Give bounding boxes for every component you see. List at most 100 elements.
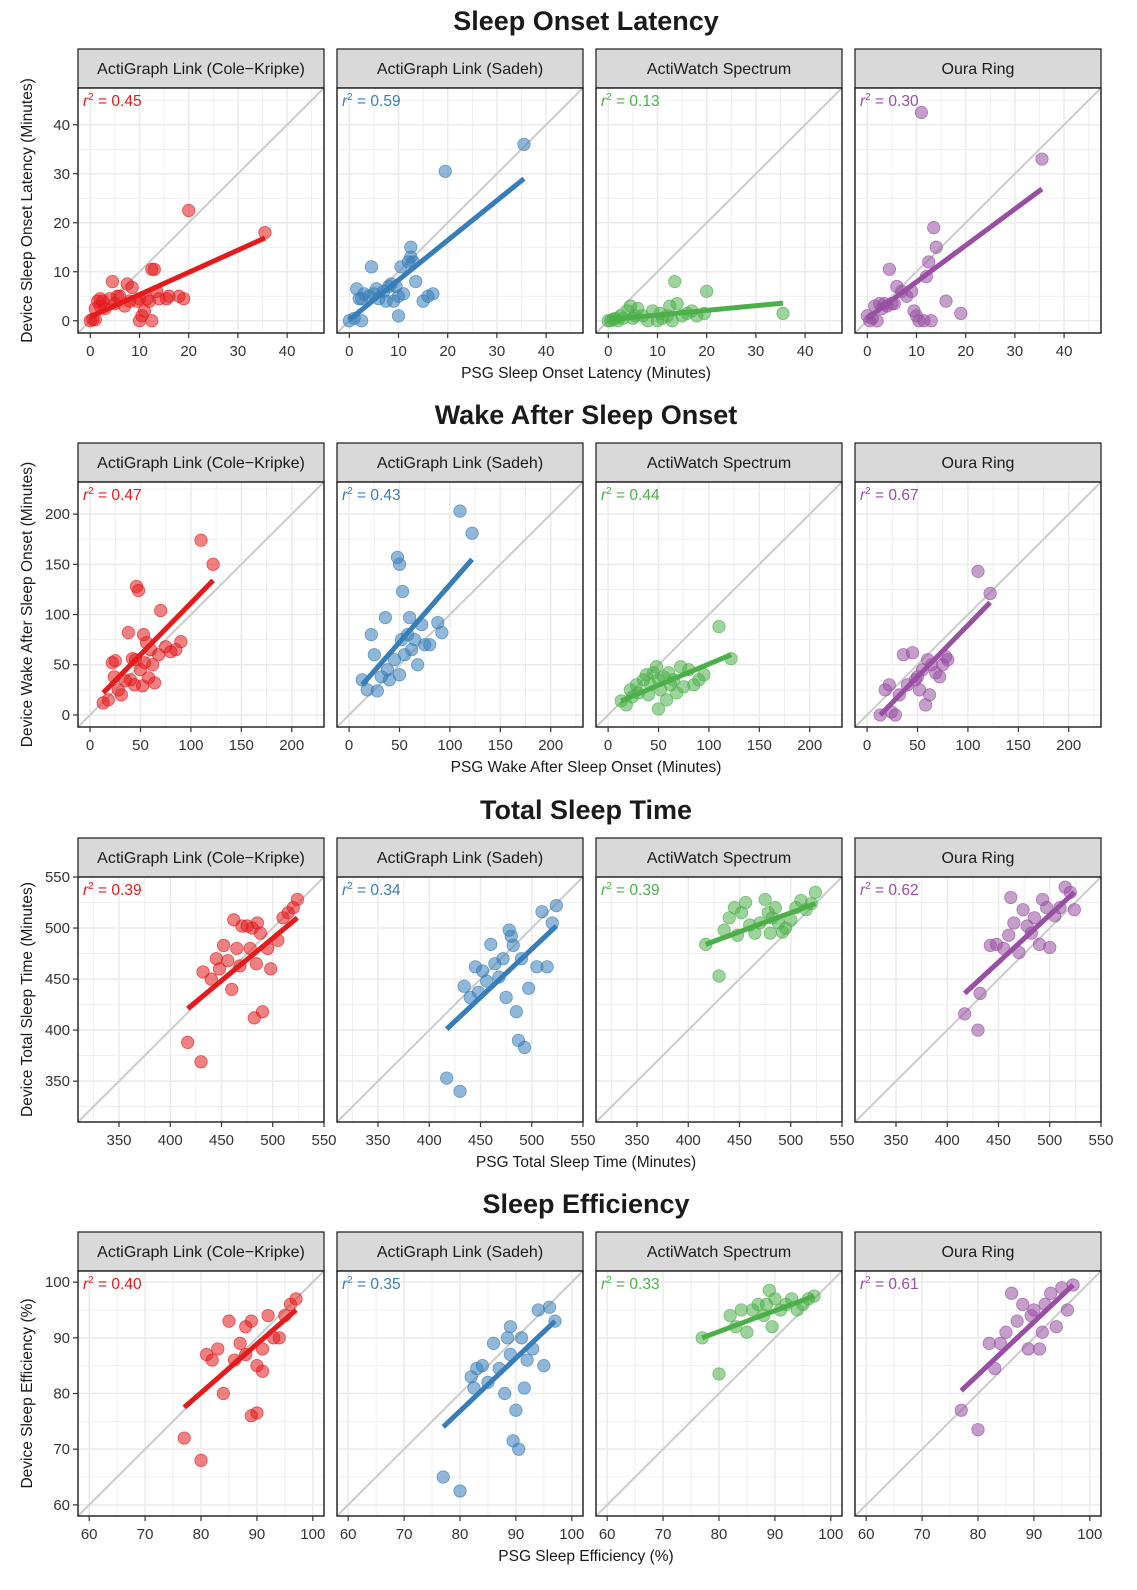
r-squared-label: r2 = 0.45	[83, 92, 142, 110]
x-axis-ticks: 0 10 20 30 40	[604, 333, 813, 360]
x-tick-label: 80	[711, 1526, 728, 1543]
data-point	[181, 1035, 195, 1049]
y-tick-label: 0	[62, 313, 70, 330]
x-axis-ticks: 0 10 20 30 40	[345, 333, 554, 360]
data-point	[1016, 903, 1030, 917]
data-point	[146, 658, 160, 672]
panel-border	[77, 87, 325, 334]
x-tick-label: 400	[158, 1132, 183, 1149]
x-tick-label: 150	[1006, 737, 1031, 754]
data-point	[174, 635, 188, 649]
panel-strip	[854, 1231, 1102, 1272]
x-tick-label: 550	[570, 1132, 595, 1149]
data-point	[954, 306, 968, 320]
data-point	[453, 1484, 467, 1498]
panel-strip-label: ActiGraph Link (Cole−Kripke)	[97, 61, 305, 78]
panel-strip-label: ActiWatch Spectrum	[647, 455, 791, 472]
data-point	[253, 926, 268, 940]
panel-actiwatch-spectrum: ActiWatch Spectrum r2 = 0.44 0 50 100 150 200	[595, 442, 843, 754]
x-tick-label: 40	[797, 343, 814, 360]
x-axis-ticks: 0 10 20 30 40	[86, 333, 295, 360]
x-axis-ticks: 60 70 80 90 100	[81, 1516, 325, 1543]
panel-actigraph-link-cole-kripke: ActiGraph Link (Cole−Kripke) r2 = 0.47 0 50…	[45, 442, 325, 754]
data-point	[212, 962, 227, 976]
data-point	[250, 1406, 264, 1420]
x-tick-label: 350	[883, 1132, 908, 1149]
data-point	[204, 972, 218, 986]
x-tick-label: 60	[81, 1526, 98, 1543]
data-point	[758, 892, 772, 907]
x-tick-label: 550	[829, 1132, 854, 1149]
grid-lines	[596, 1271, 842, 1516]
x-tick-label: 90	[508, 1526, 525, 1543]
data-point	[712, 1367, 726, 1381]
panel-border	[854, 87, 1102, 334]
panel-strip-label: Oura Ring	[942, 850, 1015, 867]
y-tick-label: 80	[53, 1386, 70, 1403]
x-axis-ticks: 0 50 100 150 200	[86, 727, 304, 754]
x-tick-label: 60	[599, 1526, 616, 1543]
panel-border	[854, 481, 1102, 728]
data-point	[426, 287, 440, 301]
panel-actigraph-link-sadeh: ActiGraph Link (Sadeh) r2 = 0.34 350 400 450…	[336, 837, 596, 1149]
y-tick-label: 150	[45, 556, 70, 573]
data-point	[1044, 1286, 1058, 1300]
panel-strip-label: ActiWatch Spectrum	[647, 61, 791, 78]
data-point	[506, 938, 520, 952]
panel-border	[77, 481, 325, 728]
data-point	[121, 626, 136, 640]
data-point	[1049, 1320, 1063, 1334]
data-point	[499, 990, 513, 1005]
data-point	[402, 610, 417, 625]
data-point	[1010, 1314, 1024, 1328]
data-point	[364, 628, 378, 642]
data-point	[435, 626, 449, 640]
x-tick-label: 60	[858, 1526, 875, 1543]
data-point	[971, 564, 985, 578]
x-tick-label: 500	[778, 1132, 803, 1149]
data-point	[453, 504, 467, 518]
x-tick-label: 80	[970, 1526, 987, 1543]
x-tick-label: 550	[311, 1132, 336, 1149]
panel-strip-label: ActiGraph Link (Cole−Kripke)	[97, 1244, 305, 1261]
panel-actigraph-link-sadeh: ActiGraph Link (Sadeh) r2 = 0.43 0 50 100 150…	[336, 442, 584, 754]
data-point	[649, 660, 664, 674]
data-point	[514, 1331, 529, 1345]
data-point	[531, 1303, 545, 1317]
x-tick-label: 50	[391, 737, 408, 754]
data-point	[537, 1359, 551, 1373]
y-tick-label: 550	[45, 869, 70, 886]
data-point	[114, 688, 128, 702]
x-tick-label: 90	[249, 1526, 266, 1543]
data-point	[367, 648, 381, 662]
r-squared-label: r2 = 0.61	[860, 1275, 919, 1293]
panel-strip	[854, 442, 1102, 483]
x-tick-label: 70	[396, 1526, 413, 1543]
y-tick-label: 40	[53, 117, 70, 134]
data-point	[971, 1423, 985, 1437]
data-point	[670, 296, 684, 311]
x-tick-label: 350	[624, 1132, 649, 1149]
data-point	[982, 1336, 996, 1350]
regression-line	[962, 890, 1077, 996]
data-point	[700, 284, 714, 298]
regression-line	[444, 924, 559, 1031]
data-point	[409, 274, 423, 289]
x-tick-label: 450	[986, 1132, 1011, 1149]
regression-line	[865, 186, 1044, 321]
x-axis-ticks: 0 50 100 150 200	[863, 727, 1081, 754]
data-point	[517, 1040, 532, 1055]
data-points	[958, 880, 1081, 1037]
r-squared-label: r2 = 0.44	[601, 486, 660, 504]
panel-strip-label: Oura Ring	[942, 455, 1015, 472]
panel-strip-label: Oura Ring	[942, 61, 1015, 78]
x-axis-title: PSG Wake After Sleep Onset (Minutes)	[451, 759, 722, 776]
x-axis-ticks: 350 400 450 500 550	[365, 1122, 596, 1149]
data-point	[498, 1386, 512, 1401]
data-point	[264, 962, 278, 976]
data-point	[933, 670, 947, 684]
data-point	[255, 1342, 270, 1356]
data-point	[148, 676, 162, 690]
data-point	[1060, 1303, 1075, 1317]
